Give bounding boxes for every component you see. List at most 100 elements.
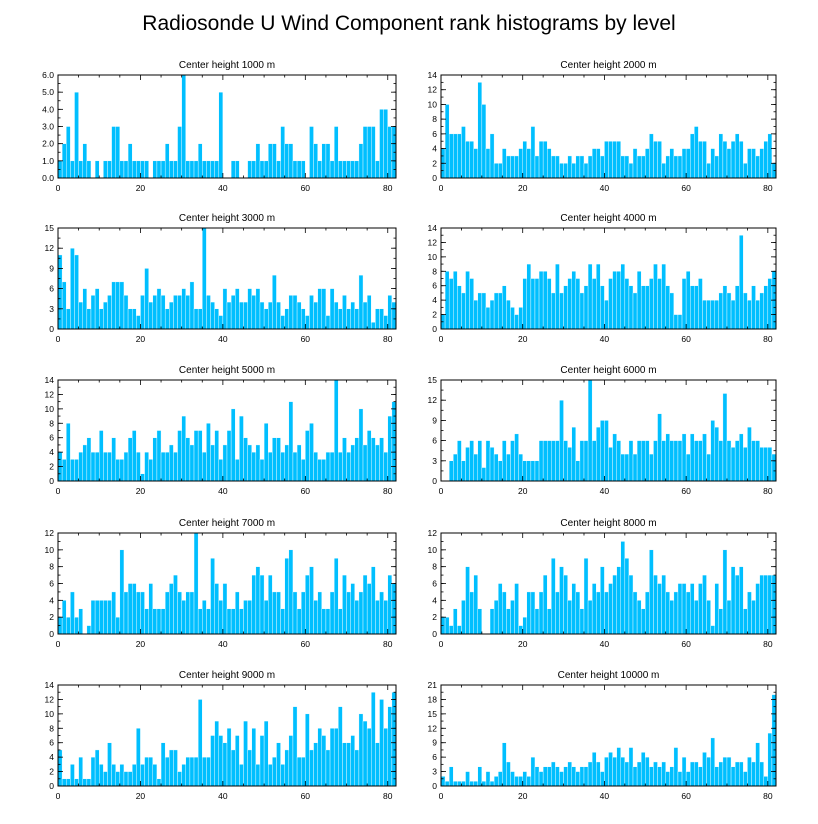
histogram-bar	[375, 600, 380, 635]
histogram-bar	[448, 460, 454, 482]
histogram-bar	[189, 281, 195, 330]
histogram-bar	[210, 444, 215, 482]
histogram-bar	[127, 437, 133, 482]
histogram-bar	[722, 393, 728, 482]
histogram-bar	[371, 566, 376, 635]
x-tick-label: 60	[301, 486, 311, 496]
x-tick-label: 20	[518, 486, 528, 496]
histogram-bar	[759, 447, 764, 482]
histogram-bar	[596, 426, 601, 482]
histogram-bar	[555, 440, 560, 482]
histogram-bar	[473, 148, 478, 179]
panel-4: Center height 4000 m 0 2 4 6 8 10 12 14 0 20 40 60 80	[428, 213, 777, 344]
x-tick-label: 40	[218, 639, 228, 649]
x-tick-label: 0	[439, 334, 444, 344]
x-tick-label: 40	[600, 183, 610, 193]
histogram-bar	[383, 315, 388, 330]
histogram-bar	[119, 281, 125, 330]
histogram-bar	[247, 444, 252, 482]
y-tick-label: 14	[45, 375, 55, 385]
histogram-bar	[206, 423, 211, 482]
histogram-bar	[555, 263, 560, 330]
x-tick-label: 0	[56, 639, 61, 649]
histogram-bar	[497, 292, 503, 330]
histogram-bar	[107, 160, 112, 179]
histogram-bar	[710, 299, 715, 330]
histogram-bar	[181, 764, 186, 787]
histogram-bar	[280, 126, 285, 179]
histogram-bar	[571, 766, 577, 787]
x-tick-label: 80	[763, 791, 773, 801]
histogram-bar	[681, 278, 687, 330]
y-tick-label: 2	[49, 462, 54, 472]
panel-7: Center height 7000 m 0 2 4 6 8 10 12 0 20 40 60 80	[45, 518, 397, 649]
histogram-bar	[755, 742, 760, 787]
histogram-bar	[284, 143, 290, 179]
histogram-bar	[669, 600, 675, 635]
histogram-bar	[706, 756, 711, 787]
x-tick-label: 80	[383, 791, 393, 801]
histogram-bar	[144, 268, 149, 330]
y-tick-label: 8	[432, 266, 437, 276]
histogram-bar	[718, 292, 724, 330]
histogram-bar	[739, 433, 744, 482]
histogram-bar	[739, 235, 744, 330]
histogram-bar	[628, 574, 634, 635]
histogram-bar	[502, 440, 507, 482]
y-tick-label: 18	[428, 694, 438, 704]
histogram-bar	[131, 583, 137, 635]
histogram-bar	[119, 160, 125, 179]
histogram-bar	[681, 433, 687, 482]
histogram-bar	[526, 776, 532, 787]
histogram-bar	[284, 444, 290, 482]
x-tick-label: 80	[763, 334, 773, 344]
histogram-bar	[596, 761, 601, 787]
histogram-bar	[111, 591, 116, 635]
histogram-bar	[169, 301, 174, 330]
histogram-bar	[210, 160, 215, 179]
histogram-bar	[469, 278, 474, 330]
histogram-bar	[579, 608, 585, 635]
histogram-bar	[547, 608, 552, 635]
histogram-bar	[317, 288, 323, 330]
histogram-bar	[526, 263, 532, 330]
histogram-bar	[481, 292, 487, 330]
histogram-bar	[362, 301, 368, 330]
histogram-bar	[624, 558, 630, 635]
histogram-bar	[457, 780, 462, 787]
histogram-bar	[169, 583, 174, 635]
histogram-bar	[587, 379, 593, 482]
histogram-bar	[78, 160, 83, 179]
histogram-bar	[292, 706, 298, 787]
y-tick-label: 6	[432, 129, 437, 139]
histogram-bar	[243, 301, 248, 330]
histogram-bar	[164, 591, 170, 635]
histogram-bar	[522, 460, 527, 482]
y-tick-label: 0	[432, 173, 437, 183]
histogram-bar	[690, 133, 695, 179]
histogram-bar	[690, 583, 695, 635]
histogram-bar	[342, 574, 347, 635]
histogram-bar	[477, 292, 483, 330]
histogram-bar	[555, 766, 560, 787]
panel-title: Center height 5000 m	[179, 365, 275, 376]
panel-8: Center height 8000 m 0 2 4 6 8 10 12 0 20 40 60 80	[428, 518, 777, 649]
histogram-bar	[661, 761, 666, 787]
histogram-bar	[465, 566, 470, 635]
histogram-bar	[567, 761, 572, 787]
x-tick-label: 20	[136, 639, 146, 649]
histogram-bar	[636, 155, 642, 179]
histogram-bar	[197, 608, 203, 635]
histogram-bar	[694, 600, 699, 635]
histogram-bar	[115, 459, 121, 482]
x-tick-label: 80	[383, 183, 393, 193]
histogram-bar	[338, 160, 343, 179]
histogram-bar	[86, 437, 92, 482]
histogram-bar	[362, 574, 368, 635]
histogram-bar	[354, 437, 360, 482]
y-tick-label: 4	[49, 752, 54, 762]
histogram-bar	[461, 460, 466, 482]
histogram-bar	[575, 155, 581, 179]
histogram-bar	[759, 148, 764, 179]
histogram-bar	[350, 301, 355, 330]
